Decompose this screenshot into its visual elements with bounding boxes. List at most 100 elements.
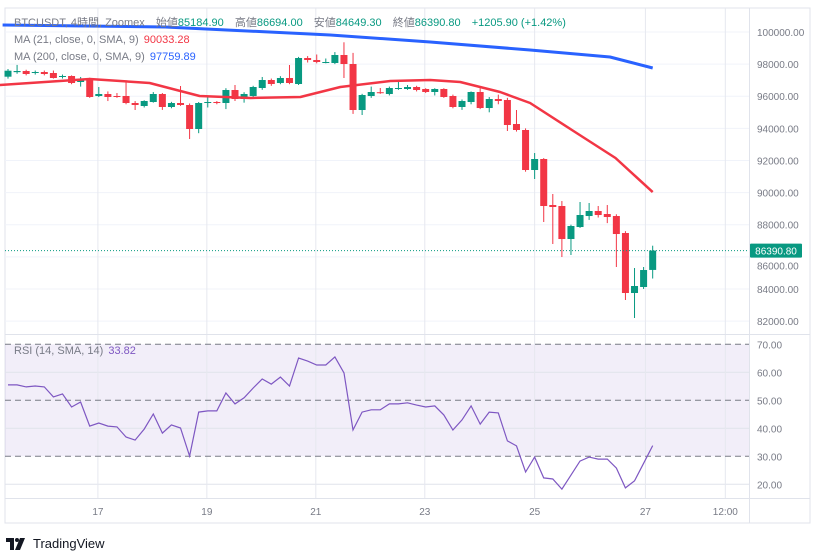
candle-body [258, 80, 266, 89]
candle [4, 68, 12, 79]
candle-body [22, 71, 30, 74]
rsi-legend[interactable]: RSI (14, SMA, 14) 33.82 [14, 344, 136, 358]
candle-body [177, 103, 185, 106]
candle-body [440, 88, 448, 97]
candle-body [458, 100, 466, 108]
candle-body [204, 102, 212, 104]
candle-body [149, 94, 157, 103]
symbol-label[interactable]: BTCUSDT, 4時間, Zoomex [14, 17, 145, 29]
candle-body [40, 72, 48, 74]
time-tick-label: 19 [201, 507, 213, 518]
candle-body [467, 92, 475, 103]
candle [413, 85, 421, 92]
rsi-tick-label: 70.00 [757, 340, 782, 351]
ma21-value: 90033.28 [143, 34, 190, 46]
candle [576, 202, 584, 228]
candle-body [358, 95, 366, 111]
candle [86, 77, 94, 98]
candle [204, 97, 212, 108]
candle [476, 88, 484, 110]
last-price-label: 86390.80 [755, 247, 797, 258]
price-tick-label: 88000.00 [757, 221, 799, 232]
ohlc-legend: BTCUSDT, 4時間, Zoomex 始値85184.90 高値86694.… [14, 16, 566, 30]
candle [95, 87, 103, 98]
candle [558, 201, 566, 258]
price-tick-label: 100000.00 [757, 28, 805, 39]
candle-body [86, 79, 94, 97]
candle [640, 267, 648, 289]
candle-body [58, 76, 66, 78]
price-tick-label: 82000.00 [757, 317, 799, 328]
candle [22, 69, 30, 76]
candle [631, 268, 639, 319]
time-tick-label: 21 [310, 507, 322, 518]
candle-body [404, 87, 412, 89]
candle [331, 52, 339, 65]
candle [485, 97, 493, 113]
rsi-tick-label: 40.00 [757, 424, 782, 435]
brand-name: TradingView [33, 536, 105, 551]
time-tick-label: 23 [419, 507, 431, 518]
candle-body [531, 159, 539, 171]
time-tick-label: 17 [92, 507, 104, 518]
candle [276, 76, 284, 85]
candle-body [113, 95, 121, 97]
candle [249, 85, 257, 98]
candle-body [422, 88, 430, 93]
tradingview-logo[interactable]: TradingView [6, 536, 105, 551]
high-value: 86694.00 [256, 17, 303, 29]
price-tick-label: 86000.00 [757, 262, 799, 273]
candle [131, 101, 139, 111]
candle-body [631, 286, 639, 294]
ma200-label: MA (200, close, 0, SMA, 9) [14, 51, 145, 63]
ma200-legend[interactable]: MA (200, close, 0, SMA, 9) 97759.89 [14, 50, 196, 64]
candle-body [313, 60, 321, 63]
candle-body [331, 54, 339, 63]
candle [313, 54, 321, 64]
candle-body [431, 88, 439, 93]
time-tick-label: 25 [529, 507, 541, 518]
candle-body [13, 71, 21, 73]
candle-body [549, 205, 557, 208]
low-label: 安値 [313, 17, 336, 29]
candle [394, 81, 402, 90]
ma200-value: 97759.89 [149, 51, 196, 63]
candle [649, 245, 657, 279]
open-label: 始値 [155, 17, 178, 29]
candle [104, 91, 112, 102]
candle [304, 56, 312, 63]
candle-body [649, 250, 657, 270]
candle-body [567, 226, 575, 240]
candle-body [322, 62, 330, 64]
candle-body [276, 77, 284, 84]
candle [285, 65, 293, 85]
candle-body [4, 70, 12, 77]
candle-body [367, 92, 375, 96]
low-value: 84649.30 [335, 17, 382, 29]
candle [367, 86, 375, 98]
price-tick-label: 96000.00 [757, 92, 799, 103]
candle [503, 97, 511, 132]
change-value: +1205.90 (+1.42%) [471, 17, 566, 29]
candle-body [158, 94, 166, 108]
time-tick-label: 27 [640, 507, 652, 518]
open-value: 85184.90 [177, 17, 224, 29]
candle-body [186, 105, 194, 130]
price-tick-label: 94000.00 [757, 124, 799, 135]
candle-body [295, 58, 303, 85]
candle-body [640, 270, 648, 288]
candle [177, 86, 185, 106]
close-value: 86390.80 [414, 17, 461, 29]
candle [494, 94, 502, 105]
candle [385, 86, 393, 96]
candle-body [267, 80, 275, 85]
high-label: 高値 [234, 17, 257, 29]
candle-body [95, 94, 103, 96]
candle-body [340, 54, 348, 65]
rsi-value: 33.82 [108, 345, 136, 357]
candle-body [349, 64, 357, 111]
candle-body [512, 124, 520, 130]
ma21-legend[interactable]: MA (21, close, 0, SMA, 9) 90033.28 [14, 33, 190, 47]
candle [349, 52, 357, 114]
